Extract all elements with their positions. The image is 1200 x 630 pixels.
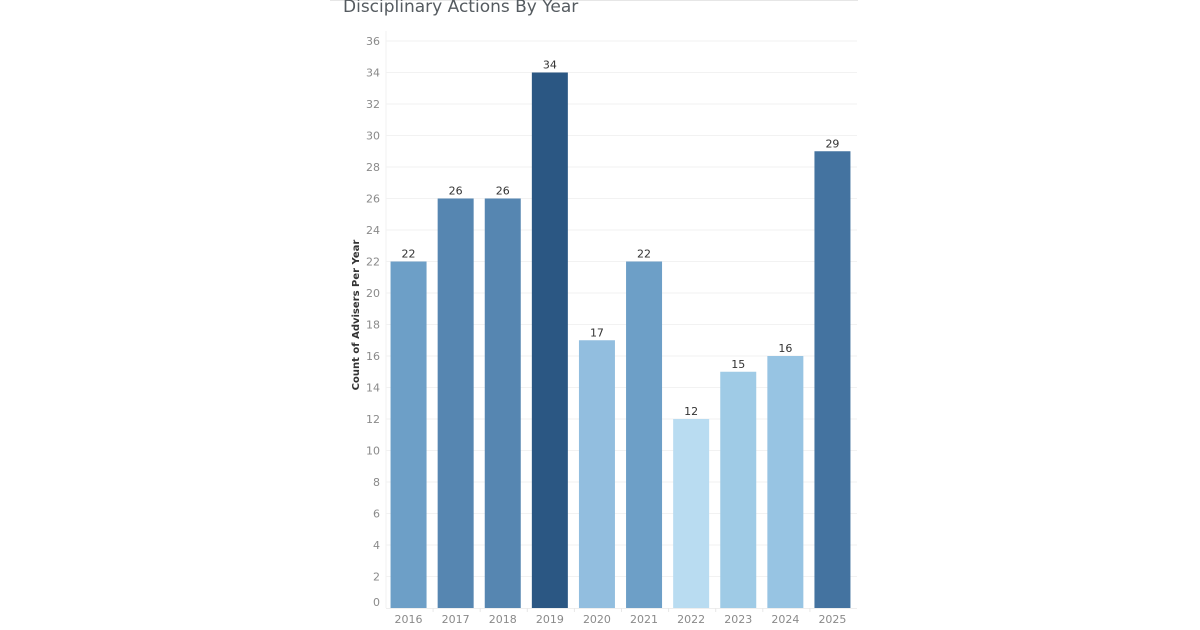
x-tick-label: 2021 [630,613,658,626]
chart-title: Disciplinary Actions By Year [343,0,579,17]
y-tick-label: 12 [366,413,380,426]
y-tick-label: 30 [366,130,380,143]
data-label-2025: 29 [825,137,839,150]
data-label-2022: 12 [684,405,698,418]
bar-2023[interactable] [720,371,757,608]
data-label-2023: 15 [731,358,745,371]
y-tick-label: 34 [366,67,380,80]
bar-2025[interactable] [814,151,851,608]
y-tick-label: 10 [366,445,380,458]
top-border [330,0,858,1]
x-tick-label: 2020 [583,613,611,626]
x-tick-label: 2022 [677,613,705,626]
data-label-2020: 17 [590,326,604,339]
y-tick-label: 24 [366,224,380,237]
y-tick-label: 20 [366,287,380,300]
x-tick-label: 2023 [724,613,752,626]
y-tick-label: 18 [366,319,380,332]
bar-2018[interactable] [484,198,521,609]
data-label-2019: 34 [543,59,557,72]
data-labels: 22 26 26 34 17 22 12 15 16 29 [402,59,840,419]
x-tick-label: 2024 [771,613,799,626]
y-axis-label: Count of Advisers Per Year [351,240,362,391]
x-tick-label: 2017 [442,613,470,626]
bars [390,72,851,609]
y-tick-label: 26 [366,193,380,206]
x-axis-ticks: 2016 2017 2018 2019 2020 2021 2022 2023 2024 2025 [395,608,846,626]
y-tick-label: 14 [366,382,380,395]
bar-2021[interactable] [626,261,663,609]
data-label-2017: 26 [449,185,463,198]
y-tick-label: 28 [366,161,380,174]
bar-2024[interactable] [767,356,804,608]
y-tick-label: 22 [366,256,380,269]
x-tick-label: 2025 [818,613,846,626]
data-label-2024: 16 [778,342,792,355]
bar-2019[interactable] [531,72,568,609]
data-label-2018: 26 [496,185,510,198]
data-label-2016: 22 [402,248,416,261]
bar-2016[interactable] [390,261,427,609]
bar-2020[interactable] [578,340,615,608]
x-tick-label: 2019 [536,613,564,626]
y-tick-label: 6 [373,508,380,521]
y-tick-label: 0 [373,596,380,609]
y-tick-label: 32 [366,98,380,111]
y-tick-label: 8 [373,476,380,489]
y-tick-label: 2 [373,571,380,584]
data-label-2021: 22 [637,248,651,261]
bar-2017[interactable] [437,198,474,609]
x-tick-label: 2016 [395,613,423,626]
x-tick-label: 2018 [489,613,517,626]
bar-2022[interactable] [673,419,710,608]
y-tick-label: 16 [366,350,380,363]
y-tick-label: 4 [373,539,380,552]
y-tick-label: 36 [366,35,380,48]
